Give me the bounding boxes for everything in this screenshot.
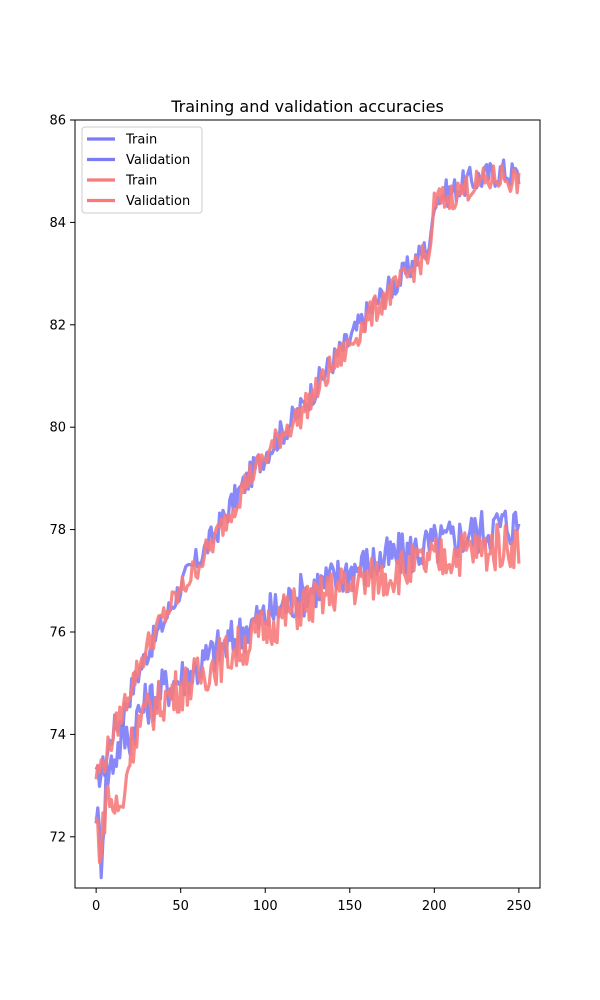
x-tick-label: 250: [506, 899, 531, 914]
y-tick-label: 84: [49, 216, 66, 231]
legend-box: [81, 126, 203, 214]
x-tick-label: 150: [337, 899, 362, 914]
x-tick-label: 200: [422, 899, 447, 914]
y-tick-label: 74: [49, 728, 66, 743]
series-line-train-red: [94, 163, 521, 780]
plot-lines: [94, 158, 521, 880]
chart-title: Training and validation accuracies: [170, 97, 444, 116]
y-tick-label: 86: [49, 114, 66, 129]
y-tick-label: 80: [49, 421, 66, 436]
legend-label: Train: [125, 174, 157, 189]
y-tick-label: 72: [49, 830, 66, 845]
x-tick-label: 0: [92, 899, 100, 914]
y-axis: 72 74 76 78 80 82 84 86: [49, 114, 75, 845]
plot-frame: [74, 119, 541, 889]
y-tick-label: 82: [49, 318, 66, 333]
legend-label: Validation: [126, 153, 190, 168]
legend: Train Validation Train Validation: [81, 126, 203, 214]
x-tick-label: 50: [172, 899, 189, 914]
legend-label: Train: [125, 133, 157, 148]
y-tick-label: 76: [49, 626, 66, 641]
x-tick-label: 100: [253, 899, 278, 914]
x-axis: 0 50 100 150 200 250: [92, 888, 531, 914]
y-tick-label: 78: [49, 523, 66, 538]
legend-label: Validation: [126, 194, 190, 209]
series-line-validation-red: [94, 522, 521, 864]
